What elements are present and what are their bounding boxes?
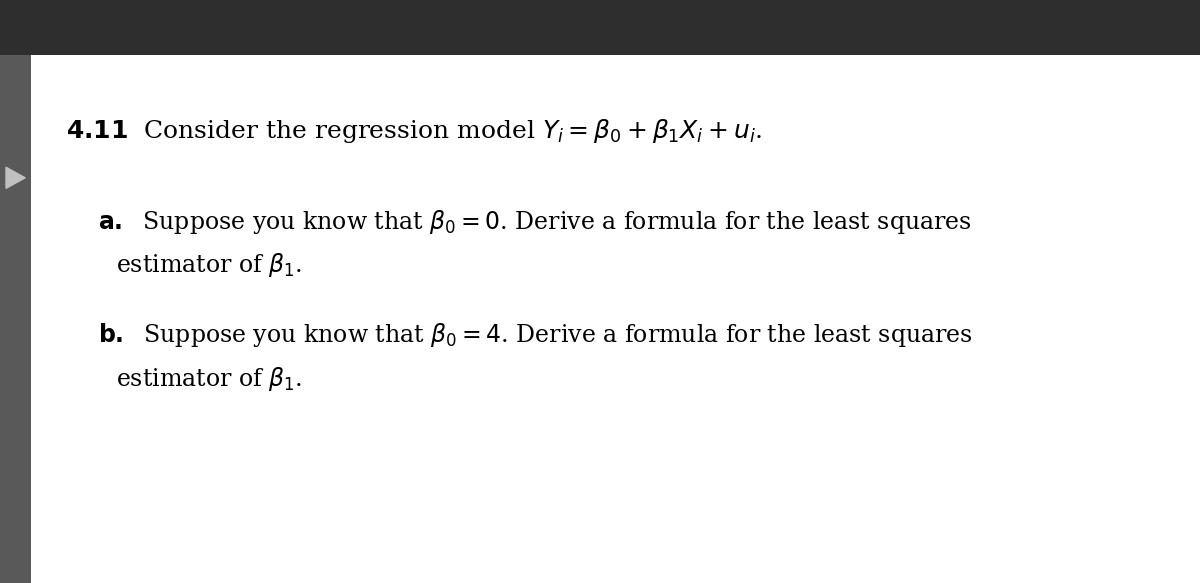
Bar [0, 0, 1200, 55]
Text: estimator of $\beta_1$.: estimator of $\beta_1$. [116, 365, 302, 393]
Text: $\mathbf{a.}$  Suppose you know that $\beta_0 = 0$. Derive a formula for the lea: $\mathbf{a.}$ Suppose you know that $\be… [98, 208, 972, 236]
Text: $\mathbf{b.}$  Suppose you know that $\beta_0 = 4$. Derive a formula for the lea: $\mathbf{b.}$ Suppose you know that $\be… [98, 321, 973, 349]
Bar [0, 55, 31, 583]
Text: $\mathbf{4.11}$  Consider the regression model $Y_i = \beta_0 + \beta_1 X_i + u_: $\mathbf{4.11}$ Consider the regression … [66, 117, 762, 145]
Text: estimator of $\beta_1$.: estimator of $\beta_1$. [116, 251, 302, 279]
Polygon shape [6, 167, 25, 188]
